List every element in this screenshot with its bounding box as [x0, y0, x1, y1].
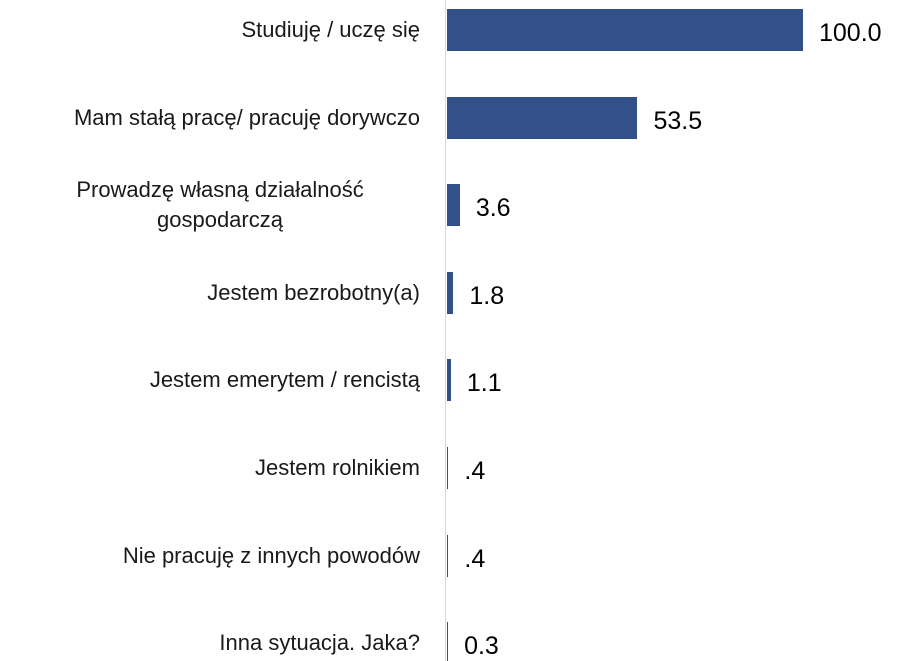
category-label-box: Jestem rolnikiem	[10, 428, 420, 508]
category-label: Mam stałą pracę/ pracuję dorywczo	[73, 104, 420, 130]
bar	[447, 622, 449, 661]
category-label: Inna sytuacja. Jaka?	[219, 630, 420, 656]
bar	[447, 271, 454, 314]
category-label: Studiuję / uczę się	[241, 17, 420, 42]
value-label: 1.8	[469, 281, 505, 310]
value-label: .4	[464, 457, 486, 485]
category-label: Prowadzę własną działalność gospodarczą	[76, 177, 364, 233]
category-label: Jestem rolnikiem	[254, 455, 420, 480]
category-label-box: Prowadzę własną działalność gospodarczą	[10, 165, 420, 245]
bar	[447, 184, 460, 227]
category-label: Jestem bezrobotny(a)	[207, 279, 420, 305]
value-label: 0.3	[464, 632, 499, 661]
category-label-box: Jestem emerytem / rencistą	[10, 340, 420, 420]
category-label-box: Inna sytuacja. Jaka?	[10, 603, 420, 661]
category-label-box: Jestem bezrobotny(a)	[10, 253, 420, 333]
value-label: 100.0	[819, 19, 882, 47]
bar	[447, 96, 638, 139]
value-label: .4	[464, 544, 486, 573]
bar	[447, 447, 449, 489]
category-label-box: Mam stałą pracę/ pracuję dorywczo	[10, 78, 420, 158]
bar	[447, 9, 803, 51]
category-label-box: Nie pracuję z innych powodów	[10, 516, 420, 596]
category-label: Nie pracuję z innych powodów	[122, 542, 420, 568]
value-label: 53.5	[653, 106, 703, 135]
category-label: Jestem emerytem / rencistą	[149, 367, 420, 393]
bar	[447, 534, 449, 577]
bar	[447, 359, 451, 402]
category-label-box: Studiuję / uczę się	[10, 0, 420, 70]
value-label: 3.6	[475, 194, 511, 223]
value-label: 1.1	[466, 369, 502, 398]
category-axis	[445, 0, 446, 661]
